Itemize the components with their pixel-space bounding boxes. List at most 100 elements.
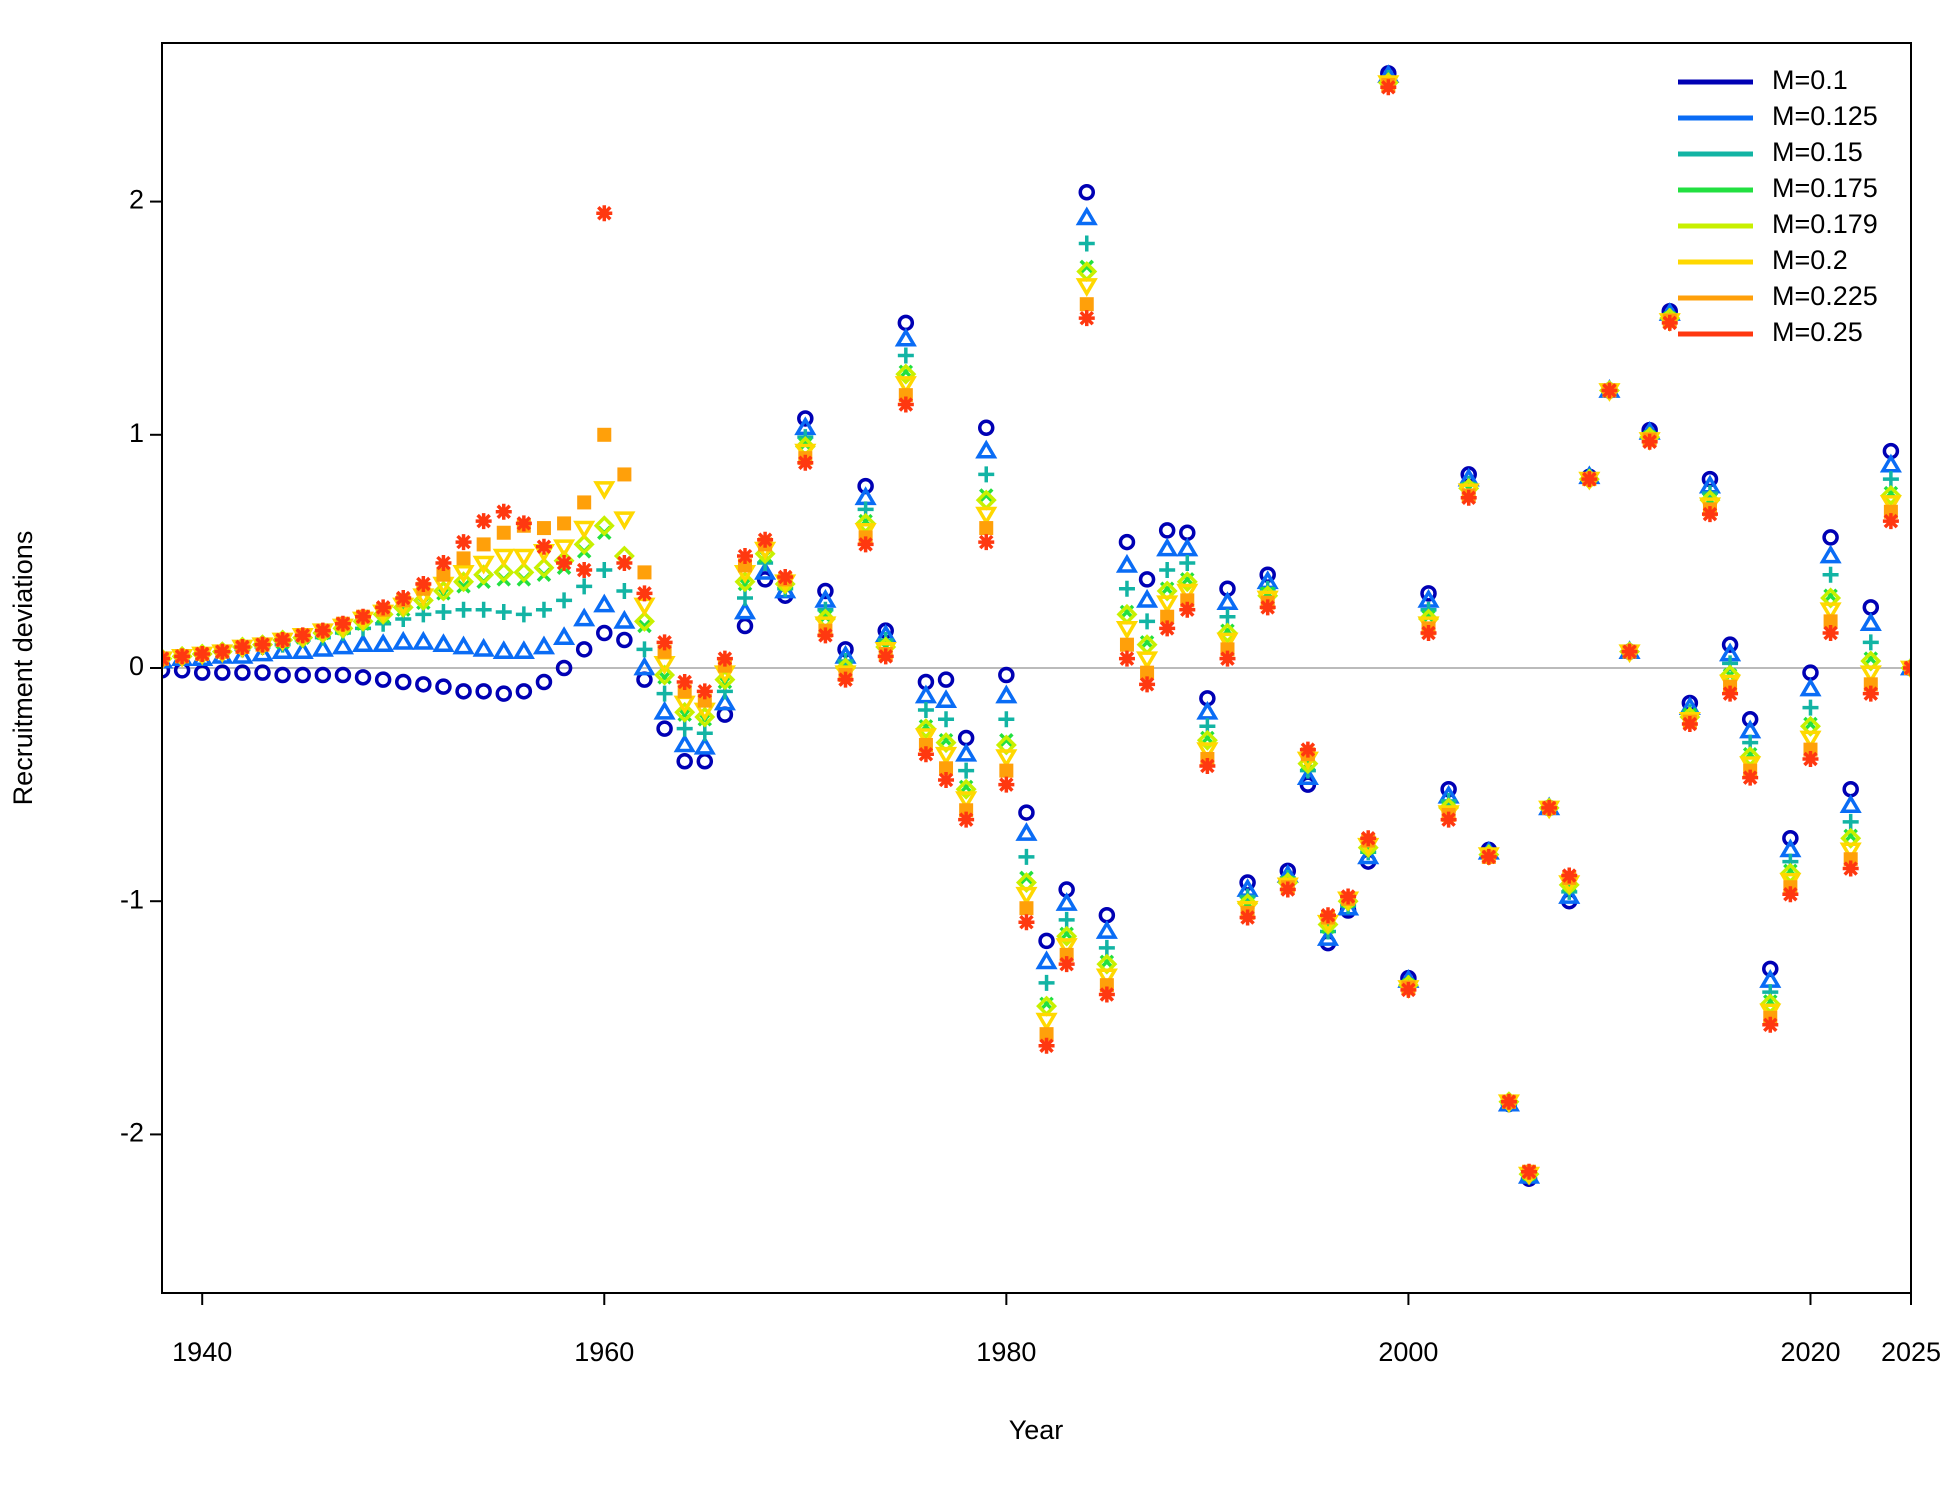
data-point: [1862, 634, 1879, 651]
data-point: [713, 691, 736, 711]
data-point: [535, 538, 552, 555]
data-point: [1115, 621, 1139, 640]
data-point: [214, 664, 231, 681]
data-point: [1480, 848, 1497, 865]
data-point: [637, 618, 652, 634]
data-point: [573, 533, 595, 555]
data-point: [476, 537, 491, 552]
data-point: [1641, 433, 1658, 450]
data-point: [1158, 522, 1176, 539]
data-point: [1079, 297, 1094, 312]
y-tick-label: -1: [120, 884, 144, 914]
data-point: [375, 599, 392, 616]
data-point: [452, 565, 475, 584]
data-point: [512, 548, 535, 568]
data-point: [915, 718, 937, 740]
data-point: [1219, 650, 1236, 667]
data-point: [1095, 920, 1118, 939]
data-point: [1819, 544, 1842, 564]
legend-label: M=0.179: [1772, 209, 1878, 239]
data-point: [456, 579, 471, 594]
data-point: [1460, 489, 1477, 506]
data-point: [1118, 650, 1135, 667]
data-point: [1521, 1163, 1538, 1180]
data-point: [1819, 602, 1842, 622]
data-point: [394, 673, 412, 691]
data-point: [231, 644, 254, 664]
data-point: [955, 742, 978, 762]
data-point: [475, 601, 492, 618]
data-point: [895, 363, 917, 385]
data-point: [676, 673, 693, 690]
data-point: [557, 516, 572, 531]
data-point: [234, 664, 251, 681]
data-point: [975, 439, 998, 459]
data-point: [1802, 750, 1819, 767]
data-point: [1839, 794, 1862, 813]
data-point: [555, 659, 573, 677]
data-point: [1879, 495, 1902, 514]
data-point: [937, 671, 955, 688]
data-point: [995, 749, 1018, 769]
data-point: [674, 701, 696, 723]
data-point: [1038, 932, 1055, 950]
data-point: [455, 534, 472, 551]
data-point: [616, 555, 633, 572]
data-point: [1139, 613, 1156, 630]
data-point: [1360, 830, 1377, 847]
data-point: [1822, 529, 1839, 546]
data-point: [958, 811, 975, 828]
data-point: [1119, 637, 1134, 652]
data-point: [1279, 881, 1296, 898]
data-point: [492, 548, 515, 568]
data-point: [1019, 901, 1034, 916]
data-point: [334, 666, 352, 684]
data-point: [696, 683, 713, 700]
data-point: [637, 565, 652, 580]
data-point: [1299, 741, 1316, 758]
data-point: [656, 720, 673, 737]
data-point: [435, 604, 452, 621]
x-tick-label: 2020: [1780, 1337, 1840, 1367]
data-point: [553, 626, 576, 646]
data-point: [455, 601, 472, 618]
data-point: [955, 778, 977, 800]
data-point: [556, 592, 573, 609]
x-tick-label: 1980: [976, 1337, 1036, 1367]
data-point: [777, 569, 794, 586]
data-point: [673, 733, 696, 753]
data-point: [1782, 886, 1799, 903]
data-point: [1742, 769, 1759, 786]
data-point: [331, 635, 354, 655]
data-point: [556, 555, 573, 572]
data-point: [1859, 665, 1882, 685]
data-point: [515, 606, 532, 623]
data-point: [914, 684, 937, 704]
data-point: [1842, 860, 1859, 877]
data-point: [374, 671, 392, 688]
data-point: [472, 555, 495, 575]
data-point: [174, 648, 191, 665]
data-point: [955, 791, 978, 811]
data-point: [634, 610, 655, 632]
data-point: [553, 539, 576, 559]
data-point: [596, 624, 613, 642]
data-point: [979, 521, 994, 536]
data-point: [576, 562, 593, 579]
data-point: [1880, 484, 1902, 506]
data-point: [536, 521, 551, 536]
data-point: [354, 669, 372, 686]
data-point: [1035, 950, 1058, 970]
data-point: [616, 631, 633, 649]
data-point: [1019, 870, 1034, 886]
data-point: [274, 666, 291, 684]
data-point: [596, 562, 613, 579]
data-point: [1075, 206, 1098, 226]
data-point: [1799, 730, 1822, 750]
data-point: [475, 683, 492, 700]
data-point: [999, 733, 1014, 748]
data-point: [291, 640, 314, 660]
data-point: [1722, 685, 1739, 702]
data-point: [975, 506, 998, 526]
